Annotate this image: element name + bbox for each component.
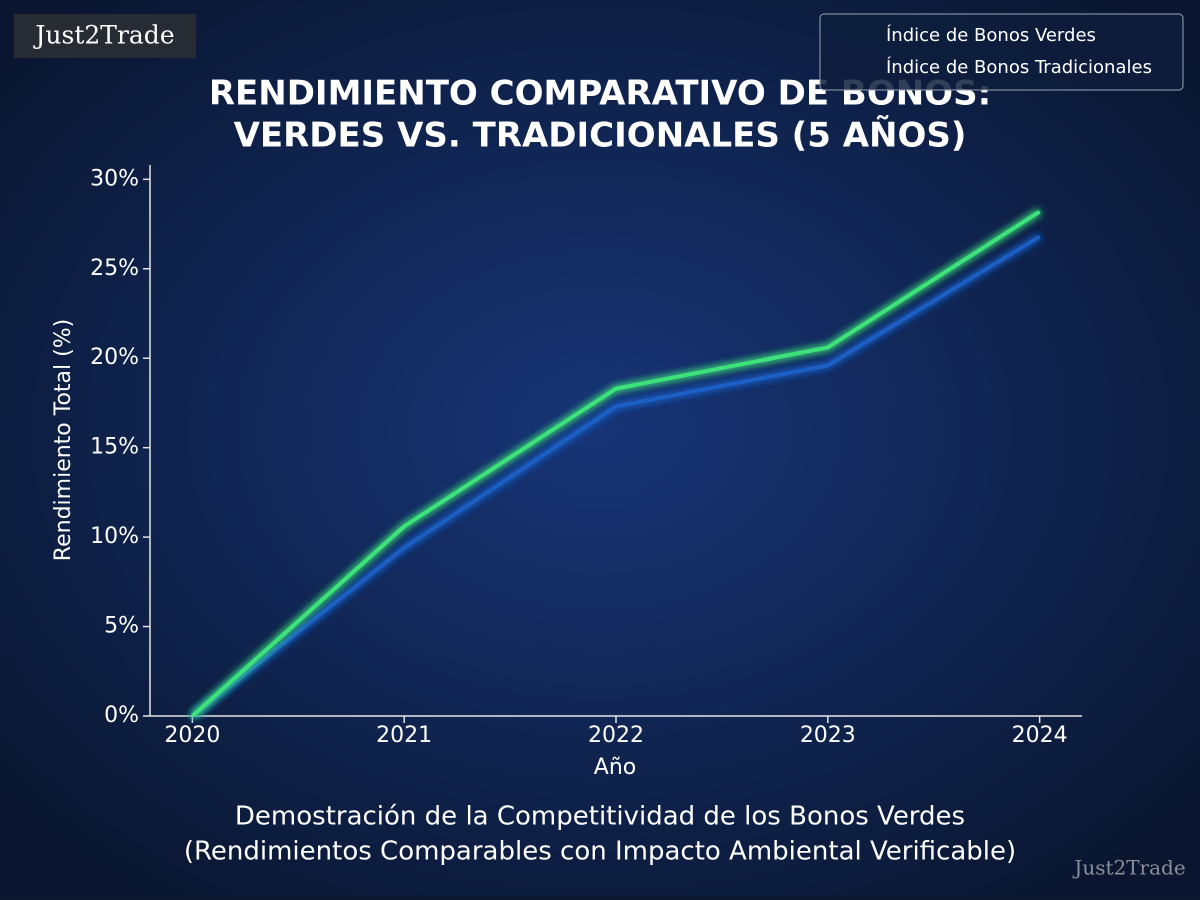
legend: Índice de Bonos Verdes Índice de Bonos Tr… [819,13,1184,91]
x-tick-label: 2020 [164,723,220,748]
legend-label: Índice de Bonos Verdes [886,24,1096,46]
y-tick-label: 10% [90,524,139,549]
y-tick-label: 20% [90,345,139,370]
series-line [191,209,1041,718]
x-tick-label: 2023 [800,723,856,748]
watermark: Just2Trade [32,21,174,50]
y-axis-label: Rendimiento Total (%) [51,319,76,561]
x-axis-label: Año [594,755,636,780]
watermark: Just2Trade [1072,856,1185,880]
series-line [191,234,1041,718]
x-tick-label: 2021 [376,723,432,748]
y-tick-label: 0% [104,703,139,728]
watermark-box [14,14,196,58]
y-tick-label: 30% [90,166,139,191]
legend-label: Índice de Bonos Tradicionales [886,56,1152,78]
x-tick-label: 2022 [588,723,644,748]
y-tick-label: 5% [104,614,139,639]
y-tick-label: 15% [90,435,139,460]
legend-box [819,13,1184,91]
x-tick-label: 2024 [1012,723,1068,748]
caption: (Rendimientos Comparables con Impacto Am… [184,837,1016,867]
chart-title: VERDES VS. TRADICIONALES (5 AÑOS) [234,115,967,156]
caption: Demostración de la Competitividad de los… [235,802,965,832]
y-tick-label: 25% [90,256,139,281]
